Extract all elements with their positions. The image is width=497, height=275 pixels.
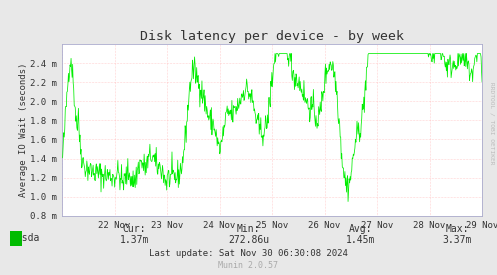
Text: Avg:: Avg:	[348, 224, 372, 234]
Text: 272.86u: 272.86u	[228, 235, 269, 245]
Text: 1.45m: 1.45m	[345, 235, 375, 245]
Text: Max:: Max:	[445, 224, 469, 234]
Text: RRDTOOL / TOBI OETIKER: RRDTOOL / TOBI OETIKER	[490, 82, 495, 165]
Text: Last update: Sat Nov 30 06:30:08 2024: Last update: Sat Nov 30 06:30:08 2024	[149, 249, 348, 258]
Text: Cur:: Cur:	[122, 224, 146, 234]
Text: 1.37m: 1.37m	[119, 235, 149, 245]
Text: Munin 2.0.57: Munin 2.0.57	[219, 261, 278, 270]
Title: Disk latency per device - by week: Disk latency per device - by week	[140, 30, 404, 43]
Text: sda: sda	[10, 233, 39, 243]
Y-axis label: Average IO Wait (seconds): Average IO Wait (seconds)	[18, 63, 28, 197]
Text: 3.37m: 3.37m	[442, 235, 472, 245]
Text: Min:: Min:	[237, 224, 260, 234]
